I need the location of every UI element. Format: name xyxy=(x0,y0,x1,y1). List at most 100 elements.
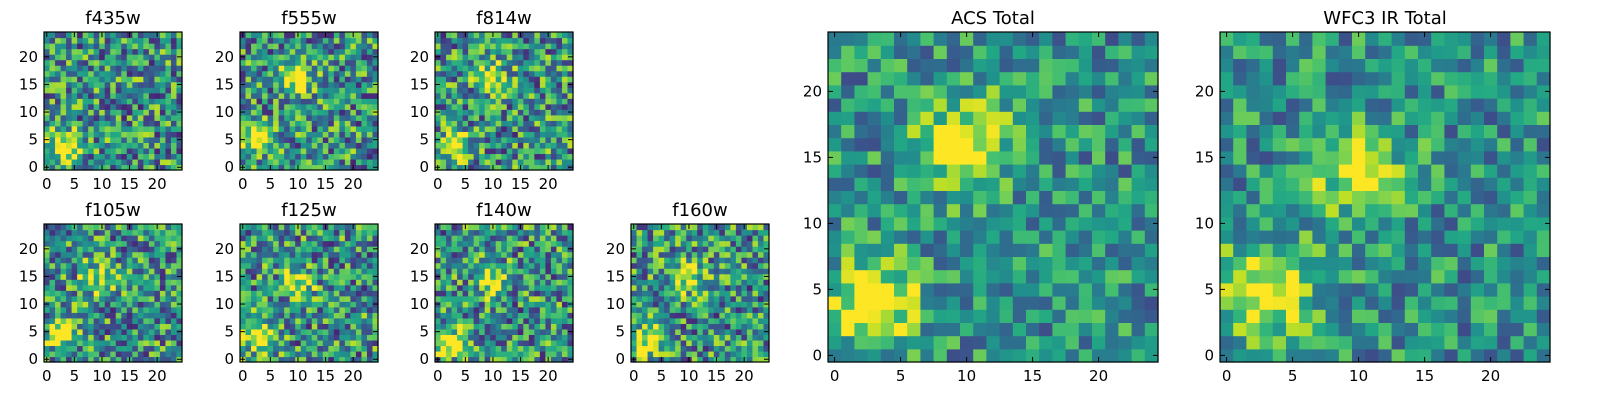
heatmap-cell xyxy=(262,76,269,83)
heatmap-cell xyxy=(289,312,296,319)
heatmap-cell xyxy=(366,323,374,330)
heatmap-cell xyxy=(479,158,486,166)
heatmap-cell xyxy=(642,246,649,253)
heatmap-cell xyxy=(534,312,541,319)
heatmap-cell xyxy=(556,37,563,44)
heatmap-cell xyxy=(344,306,351,313)
heatmap-cell xyxy=(680,284,687,291)
heatmap-cell xyxy=(333,54,340,61)
heatmap-cell xyxy=(322,153,329,160)
heatmap-cell xyxy=(724,224,731,231)
heatmap-cell xyxy=(317,147,324,155)
heatmap-cell xyxy=(550,246,558,253)
heatmap-cell xyxy=(468,328,475,335)
heatmap-cell xyxy=(366,356,374,363)
heatmap-cell xyxy=(132,164,139,171)
heatmap-cell xyxy=(262,65,269,72)
heatmap-cell xyxy=(680,312,687,319)
heatmap-cell xyxy=(523,109,530,116)
heatmap-cell xyxy=(350,92,357,99)
heatmap-cell xyxy=(115,240,122,247)
heatmap-cell xyxy=(115,268,122,275)
heatmap-cell xyxy=(115,125,122,132)
heatmap-cell xyxy=(289,240,296,247)
y-tick-label: 0 xyxy=(28,350,38,368)
heatmap-cell xyxy=(501,43,508,50)
heatmap-cell xyxy=(658,317,665,324)
heatmap-cell xyxy=(267,48,274,55)
heatmap-cell xyxy=(741,235,748,242)
heatmap-cell xyxy=(468,312,475,319)
heatmap-cell xyxy=(256,262,263,269)
heatmap-cell xyxy=(561,48,569,55)
heatmap-cell xyxy=(534,32,541,39)
heatmap-cell xyxy=(154,251,161,258)
heatmap-cell xyxy=(355,301,363,308)
heatmap-cell xyxy=(719,229,726,236)
heatmap-cell xyxy=(154,37,161,44)
heatmap-cell xyxy=(446,109,453,116)
heatmap-cell xyxy=(300,334,307,341)
heatmap-cell xyxy=(278,350,285,358)
heatmap-cell xyxy=(328,103,335,110)
heatmap-cell xyxy=(88,142,95,149)
heatmap-cell xyxy=(366,136,374,143)
heatmap-cell xyxy=(333,109,340,116)
heatmap-cell xyxy=(104,136,111,143)
heatmap-cell xyxy=(154,323,161,330)
heatmap-cell xyxy=(446,103,453,110)
heatmap-cell xyxy=(121,345,128,352)
heatmap-cell xyxy=(763,235,770,242)
heatmap-cell xyxy=(561,339,569,347)
heatmap-cell xyxy=(132,120,139,127)
y-tick-label: 5 xyxy=(28,131,38,149)
heatmap-cell xyxy=(567,92,574,99)
heatmap-cell xyxy=(251,158,258,166)
heatmap-cell xyxy=(339,279,346,286)
heatmap-cell xyxy=(344,98,351,105)
heatmap-cell xyxy=(435,235,442,242)
heatmap-cell xyxy=(328,37,335,44)
heatmap-cell xyxy=(933,256,948,271)
heatmap-cell xyxy=(512,268,519,275)
heatmap-cell xyxy=(300,87,307,94)
heatmap-cell xyxy=(339,350,346,358)
heatmap-cell xyxy=(355,114,363,121)
heatmap-cell xyxy=(828,322,842,337)
heatmap-cell xyxy=(143,153,150,160)
heatmap-cell xyxy=(523,328,530,335)
heatmap-cell xyxy=(361,147,368,155)
heatmap-cell xyxy=(702,268,709,275)
heatmap-cell xyxy=(561,251,569,258)
heatmap-cell xyxy=(240,43,247,50)
heatmap-cell xyxy=(708,279,715,286)
heatmap-cell xyxy=(669,240,676,247)
heatmap-cell xyxy=(132,87,139,94)
heatmap-cell xyxy=(159,323,167,330)
heatmap-cell xyxy=(664,224,671,231)
heatmap-cell xyxy=(121,43,128,50)
heatmap-cell xyxy=(322,334,329,341)
heatmap-cell xyxy=(273,136,280,143)
heatmap-cell xyxy=(490,87,497,94)
y-tick-label: 15 xyxy=(410,75,429,93)
heatmap-cell xyxy=(165,301,172,308)
heatmap-cell xyxy=(289,114,296,121)
heatmap-cell xyxy=(245,246,252,253)
heatmap-cell xyxy=(506,92,513,99)
heatmap-cell xyxy=(60,279,67,286)
heatmap-cell xyxy=(71,268,78,275)
heatmap-cell xyxy=(77,290,84,297)
heatmap-cell xyxy=(295,70,302,77)
heatmap-cell xyxy=(55,317,62,324)
heatmap-cell xyxy=(71,136,78,143)
heatmap-cell xyxy=(159,306,167,313)
heatmap-cell xyxy=(88,131,95,138)
heatmap-cell xyxy=(104,54,111,61)
heatmap-cell xyxy=(121,76,128,83)
heatmap-cell xyxy=(440,312,447,319)
heatmap-cell xyxy=(490,81,497,88)
heatmap-cell xyxy=(440,301,447,308)
heatmap-cell xyxy=(523,251,530,258)
heatmap-cell xyxy=(451,125,458,132)
